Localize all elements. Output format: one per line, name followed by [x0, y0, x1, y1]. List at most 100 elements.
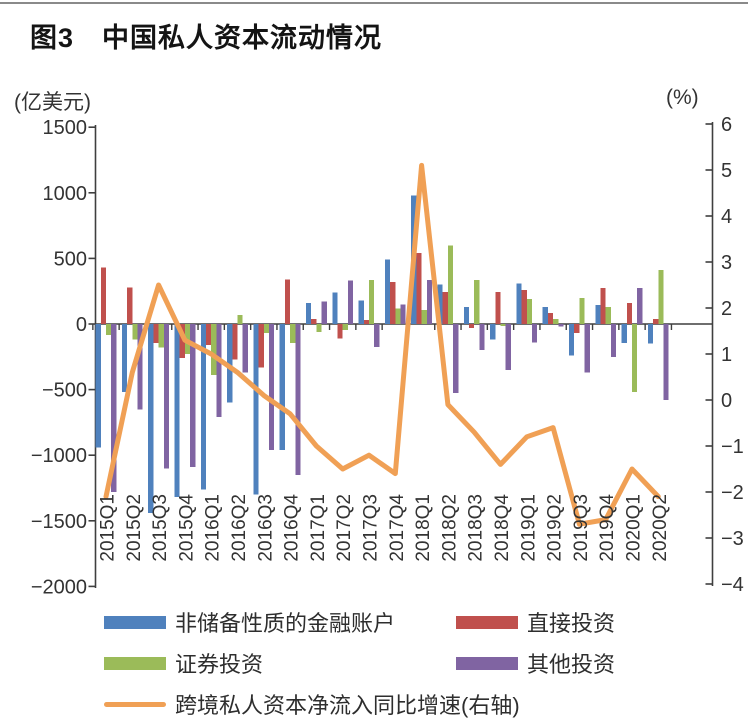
right-axis-tick-label: 6: [721, 114, 732, 136]
legend-label: 跨境私人资本净流入同比增速(右轴): [175, 693, 520, 718]
x-axis-label-2019Q3: 2019Q3: [571, 494, 592, 562]
bar-其他投资-2019Q2: [558, 324, 564, 327]
bar-非储备性质的金融账户-2018Q4: [490, 324, 496, 340]
bar-其他投资-2015Q3: [163, 324, 169, 469]
bar-非储备性质的金融账户-2019Q1: [516, 283, 522, 324]
right-axis-tick-label: −4: [721, 574, 744, 596]
x-axis-label-2017Q2: 2017Q2: [334, 494, 355, 562]
bar-其他投资-2015Q4: [190, 324, 196, 468]
legend-item-1: 直接投资: [456, 606, 704, 638]
x-axis-label-2017Q1: 2017Q1: [308, 494, 329, 562]
bar-其他投资-2019Q3: [584, 324, 590, 373]
bar-直接投资-2015Q1: [100, 267, 106, 324]
right-axis-tick-label: 2: [721, 298, 732, 320]
bar-证券投资-2018Q2: [447, 245, 454, 324]
left-axis-tick-label: 1500: [43, 117, 88, 139]
x-axis-label-2016Q3: 2016Q3: [255, 494, 276, 562]
bar-其他投资-2015Q1: [111, 324, 117, 492]
figure-title: 图3 中国私人资本流动情况: [30, 23, 383, 53]
bar-证券投资-2017Q2: [342, 324, 348, 330]
bar-非储备性质的金融账户-2015Q3: [148, 324, 154, 513]
bar-直接投资-2019Q2: [547, 312, 554, 324]
bar-证券投资-2019Q1: [526, 299, 532, 324]
bar-直接投资-2018Q4: [495, 291, 501, 324]
left-axis-tick-label: 1000: [43, 183, 88, 205]
legend-swatch-bar-2: [104, 656, 166, 670]
bar-其他投资-2017Q2: [347, 280, 354, 324]
bar-非储备性质的金融账户-2016Q2: [227, 324, 233, 403]
bar-证券投资-2016Q1: [211, 324, 217, 376]
legend-swatch-line-4: [104, 701, 166, 707]
bar-非储备性质的金融账户-2019Q3: [569, 324, 575, 356]
x-axis-label-2018Q3: 2018Q3: [466, 494, 487, 562]
bar-证券投资-2016Q4: [290, 324, 296, 344]
legend-label: 直接投资: [527, 611, 616, 636]
bar-证券投资-2017Q3: [369, 280, 375, 324]
x-axis-label-2020Q2: 2020Q2: [650, 494, 671, 562]
x-axis-label-2019Q4: 2019Q4: [597, 494, 618, 562]
bar-非储备性质的金融账户-2016Q3: [253, 324, 259, 495]
x-axis-label-2018Q1: 2018Q1: [413, 494, 434, 562]
bar-证券投资-2015Q1: [106, 324, 112, 336]
right-axis-tick-label: 1: [721, 344, 732, 366]
bar-其他投资-2019Q1: [532, 324, 538, 343]
x-axis-label-2018Q4: 2018Q4: [492, 494, 513, 562]
trend-line: [103, 162, 661, 527]
x-axis-label-2020Q1: 2020Q1: [624, 494, 645, 562]
bar-直接投资-2017Q1: [311, 318, 317, 324]
bar-证券投资-2018Q1: [421, 310, 427, 324]
legend-swatch-bar-3: [456, 656, 518, 670]
bar-直接投资-2019Q3: [574, 324, 580, 334]
bar-其他投资-2016Q4: [295, 324, 301, 475]
top-border-rule: [0, 2, 748, 4]
x-axis-label-2019Q1: 2019Q1: [518, 494, 539, 562]
bar-非储备性质的金融账户-2015Q2: [121, 324, 128, 393]
x-axis-label-2019Q2: 2019Q2: [545, 494, 566, 562]
bar-非储备性质的金融账户-2017Q3: [358, 300, 364, 324]
bar-其他投资-2016Q1: [216, 324, 222, 418]
bar-其他投资-2017Q3: [374, 324, 380, 347]
legend-label: 非储备性质的金融账户: [175, 611, 396, 636]
bar-非储备性质的金融账户-2018Q3: [463, 306, 469, 324]
left-axis-tick-label: −500: [42, 380, 87, 402]
right-axis-tick-label: −3: [721, 528, 744, 550]
x-axis-label-2017Q3: 2017Q3: [361, 494, 382, 562]
bar-直接投资-2018Q2: [442, 291, 448, 324]
bar-其他投资-2018Q1: [426, 280, 432, 324]
bar-证券投资-2016Q2: [237, 314, 243, 324]
bar-证券投资-2016Q3: [263, 324, 269, 334]
legend-label: 其他投资: [527, 652, 616, 677]
bar-直接投资-2020Q2: [653, 318, 659, 324]
right-axis-tick-label: 4: [721, 206, 732, 228]
bar-直接投资-2017Q3: [363, 320, 369, 324]
bar-其他投资-2015Q2: [137, 324, 143, 410]
bar-其他投资-2016Q2: [242, 324, 248, 373]
bar-证券投资-2019Q2: [553, 318, 559, 324]
right-axis-tick-label: −2: [721, 482, 744, 504]
bar-非储备性质的金融账户-2017Q1: [306, 303, 312, 324]
bar-非储备性质的金融账户-2017Q2: [332, 292, 338, 324]
bar-直接投资-2018Q3: [469, 324, 475, 328]
bar-直接投资-2015Q4: [179, 324, 185, 359]
bar-直接投资-2017Q2: [337, 324, 343, 339]
bar-证券投资-2019Q3: [579, 297, 585, 324]
bar-直接投资-2016Q4: [284, 279, 291, 324]
bar-证券投资-2018Q4: [500, 324, 506, 326]
bar-其他投资-2016Q3: [269, 324, 275, 450]
left-axis-tick-label: 0: [76, 314, 87, 336]
bar-其他投资-2018Q3: [479, 324, 485, 351]
bar-直接投资-2020Q1: [626, 303, 632, 324]
x-axis-label-2016Q1: 2016Q1: [203, 494, 224, 562]
bar-非储备性质的金融账户-2015Q1: [95, 324, 101, 448]
x-axis-label-2017Q4: 2017Q4: [387, 494, 408, 562]
bar-直接投资-2016Q3: [258, 324, 264, 368]
bar-直接投资-2015Q2: [127, 287, 133, 324]
legend-item-2: 证券投资: [104, 647, 456, 679]
bar-证券投资-2017Q1: [316, 324, 322, 332]
bar-直接投资-2019Q1: [521, 289, 527, 324]
bar-非储备性质的金融账户-2016Q1: [200, 324, 206, 490]
bar-直接投资-2018Q1: [416, 253, 422, 324]
bar-直接投资-2016Q1: [206, 324, 212, 345]
bar-证券投资-2015Q3: [158, 324, 164, 348]
bar-其他投资-2019Q4: [610, 324, 617, 357]
